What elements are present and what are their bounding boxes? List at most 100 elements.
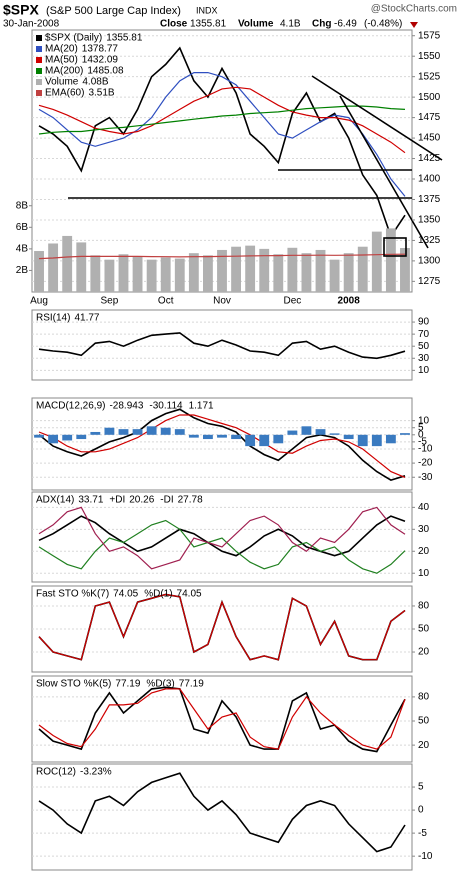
legend-name: %D(3)	[146, 679, 174, 690]
legend-value: -3.23%	[80, 767, 112, 778]
bar	[343, 434, 354, 440]
legend-swatch	[36, 79, 42, 85]
bar	[357, 434, 368, 447]
panel-frame	[31, 29, 413, 293]
series-line	[38, 332, 406, 360]
y-tick-label: -5	[418, 828, 427, 839]
x-tick-label: 2008	[338, 296, 361, 307]
symbol: $SPX	[3, 2, 39, 18]
series-line	[38, 408, 406, 481]
change-value: -6.49	[334, 19, 357, 30]
bar	[315, 249, 326, 292]
bar	[400, 433, 410, 435]
bar	[104, 259, 115, 292]
bar	[343, 253, 354, 292]
legend-value: -28.943	[109, 401, 143, 412]
y-tick-label: 50	[418, 716, 430, 727]
y-tick-label: 1450	[418, 133, 441, 144]
legend-swatch	[36, 68, 42, 74]
bar	[203, 255, 213, 292]
legend-name: RSI(14)	[36, 313, 70, 324]
legend-value: 41.77	[74, 313, 99, 324]
bar	[371, 434, 382, 447]
trend-box	[383, 237, 407, 257]
y-tick-label: 20	[418, 647, 430, 658]
legend-name: Fast STO %K(7)	[36, 589, 109, 600]
legend-name: Volume	[45, 77, 79, 88]
bar	[174, 429, 185, 435]
watermark: @StockCharts.com	[371, 4, 457, 15]
y-tick-label: 1500	[418, 92, 441, 103]
bar	[217, 434, 227, 438]
bar	[315, 429, 326, 435]
y-tick-label: 80	[418, 601, 430, 612]
bar	[90, 431, 101, 435]
change-pct: (-0.48%)	[364, 19, 402, 30]
bar	[62, 434, 73, 441]
y-tick-label: 30	[418, 353, 430, 364]
close-label: Close	[160, 19, 188, 30]
y-tick-label: 20	[418, 740, 430, 751]
y-tick-label: 1275	[418, 276, 441, 287]
series-line	[38, 414, 406, 478]
change-label: Chg	[312, 19, 331, 30]
bar	[104, 427, 115, 435]
exchange: INDX	[196, 5, 218, 15]
bar	[132, 256, 143, 292]
bar	[146, 426, 157, 435]
bar	[329, 433, 340, 435]
series-line	[38, 515, 406, 557]
y2-tick-label: 8B	[16, 200, 29, 211]
legend-name: +DI	[109, 495, 125, 506]
legend-name: %D(1)	[144, 589, 172, 600]
series-line	[38, 253, 406, 260]
legend-value: 77.19	[115, 679, 140, 690]
bar	[273, 254, 284, 292]
bar	[273, 434, 284, 444]
legend-name: EMA(60)	[45, 88, 84, 99]
legend-swatch	[36, 57, 42, 63]
panel-frame	[31, 397, 413, 491]
legend-name: $SPX (Daily)	[45, 33, 102, 44]
y-tick-label: 0	[418, 429, 424, 440]
down-arrow	[410, 22, 418, 28]
y-tick-label: -20	[418, 458, 433, 469]
series-line	[38, 593, 406, 661]
index-name: (S&P 500 Large Cap Index)	[46, 5, 181, 17]
bar	[174, 258, 185, 292]
legend-swatch	[36, 35, 42, 41]
panel-frame	[31, 675, 413, 763]
y-tick-label: 1575	[418, 30, 441, 41]
bar	[301, 253, 312, 292]
y-tick-label: 10	[418, 365, 430, 376]
series-line	[38, 772, 406, 853]
x-tick-label: Dec	[283, 296, 301, 307]
trendline	[311, 75, 443, 161]
bar	[34, 434, 44, 438]
legend-value: 27.78	[178, 495, 203, 506]
y-tick-label: 1475	[418, 112, 441, 123]
bar	[385, 434, 396, 444]
legend-swatch	[36, 46, 42, 52]
bar	[245, 434, 256, 447]
x-tick-label: Aug	[30, 296, 48, 307]
y2-tick-label: 6B	[16, 222, 29, 233]
x-tick-label: Nov	[213, 296, 231, 307]
bar	[132, 429, 143, 435]
series-line	[38, 688, 406, 750]
y-tick-label: 5	[418, 782, 424, 793]
bar	[287, 247, 298, 292]
y-tick-label: 1400	[418, 174, 441, 185]
y-tick-label: 1300	[418, 256, 441, 267]
bar	[357, 246, 368, 292]
bar	[90, 255, 101, 292]
y-tick-label: 1525	[418, 71, 441, 82]
y-tick-label: 30	[418, 524, 430, 535]
volume-value: 4.1B	[280, 19, 301, 30]
panel-frame	[31, 763, 413, 871]
y-tick-label: 1350	[418, 215, 441, 226]
legend-value: -30.114	[149, 401, 183, 412]
legend-name: MACD(12,26,9)	[36, 401, 105, 412]
legend-value: 1378.77	[82, 44, 119, 55]
